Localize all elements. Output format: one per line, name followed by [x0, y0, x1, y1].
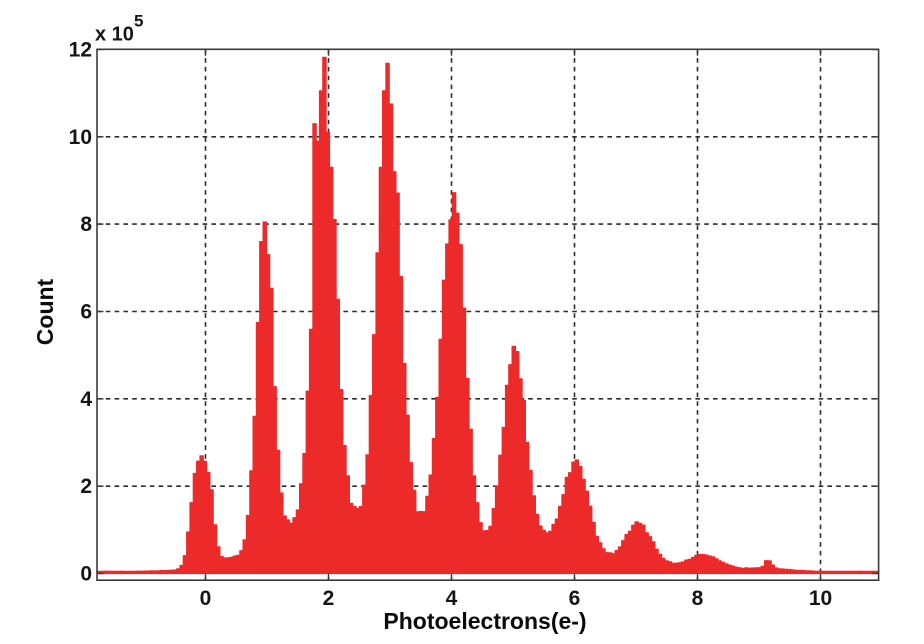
svg-text:8: 8: [692, 587, 704, 610]
svg-text:0: 0: [80, 563, 92, 586]
svg-text:6: 6: [80, 301, 92, 324]
svg-text:12: 12: [69, 39, 92, 62]
svg-text:8: 8: [80, 213, 92, 236]
svg-text:4: 4: [446, 587, 458, 610]
svg-text:10: 10: [809, 587, 832, 610]
svg-text:2: 2: [323, 587, 335, 610]
svg-text:Photoelectrons(e-): Photoelectrons(e-): [383, 608, 586, 634]
svg-text:0: 0: [200, 587, 212, 610]
svg-text:10: 10: [69, 126, 92, 149]
svg-text:4: 4: [80, 388, 92, 411]
svg-text:6: 6: [569, 587, 581, 610]
svg-text:Count: Count: [32, 278, 58, 345]
svg-text:2: 2: [80, 475, 92, 498]
